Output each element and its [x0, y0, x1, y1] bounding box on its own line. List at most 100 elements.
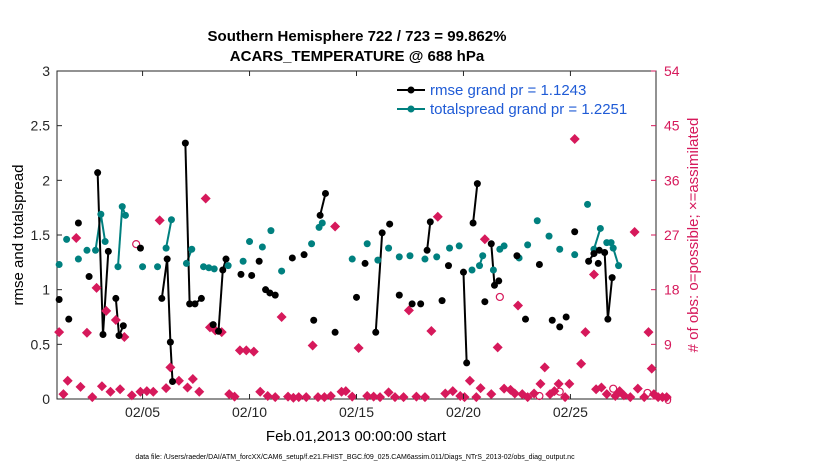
rmse-point [321, 189, 329, 197]
y-right-tick-label: 45 [664, 118, 680, 134]
obs-assimilated-point [182, 382, 193, 393]
rmse-point [487, 240, 495, 248]
spread-point [258, 243, 266, 251]
obs-assimilated-point [661, 392, 672, 403]
spread-point [97, 210, 105, 218]
spread-point [533, 217, 541, 225]
rmse-point [459, 268, 467, 276]
rmse-point [288, 254, 296, 262]
obs-assimilated-point [492, 342, 503, 353]
spread-point [267, 227, 275, 235]
rmse-segment [217, 269, 224, 332]
obs-assimilated-point [569, 134, 580, 145]
rmse-point [417, 300, 425, 308]
rmse-point [255, 257, 263, 265]
y-left-tick-label: 0 [42, 391, 50, 407]
obs-assimilated-point [187, 373, 198, 384]
obs-possible-point [643, 388, 652, 398]
obs-assimilated-point [200, 193, 211, 204]
rmse-segment [184, 143, 191, 304]
spread-point [188, 245, 196, 253]
obs-assimilated-point [330, 221, 341, 232]
spread-point [74, 255, 82, 263]
obs-assimilated-point [248, 346, 259, 357]
rmse-segment [603, 252, 609, 320]
obs-assimilated-point [276, 312, 287, 322]
rmse-point [444, 262, 452, 270]
x-axis: 02/05 02/10 02/15 02/20 02/25 [125, 71, 588, 420]
spread-point [246, 238, 254, 246]
spread-point [455, 242, 463, 250]
spread-point [607, 239, 615, 247]
rmse-point [386, 220, 394, 228]
y-left-tick-label: 1 [42, 282, 50, 298]
y-left-tick-label: 2 [42, 172, 50, 188]
rmse-segment [606, 277, 614, 320]
obs-assimilated-point [601, 389, 612, 400]
rmse-point [594, 259, 602, 267]
obs-assimilated-point [141, 386, 152, 397]
obs-assimilated-point [255, 386, 266, 397]
spread-point [308, 240, 316, 248]
rmse-point [513, 252, 521, 260]
obs-assimilated-point [293, 392, 304, 403]
spread-point [205, 264, 213, 272]
obs-assimilated-point [560, 392, 571, 403]
obs-assimilated-point [148, 386, 159, 397]
obs-assimilated-point [325, 390, 336, 401]
rmse-point [585, 257, 593, 265]
legend: rmse grand pr = 1.1243 totalspread grand… [397, 82, 627, 118]
obs-assimilated-point [262, 390, 273, 401]
rmse-point [310, 316, 318, 324]
obs-assimilated-point [229, 391, 240, 402]
obs-assimilated-point [643, 327, 654, 338]
spread-point [121, 211, 129, 219]
spread-point [182, 259, 190, 267]
spread-point [406, 252, 414, 260]
obs-assimilated-point [194, 386, 205, 397]
spread-point [363, 240, 371, 248]
obs-assimilated-point [58, 389, 69, 400]
obs-assimilated-point [154, 215, 165, 226]
obs-assimilated-point [459, 392, 470, 403]
obs-assimilated-point [522, 392, 533, 403]
rmse-point [353, 293, 360, 301]
y-right-tick-label: 36 [664, 172, 680, 188]
x-tick-label: 02/15 [339, 404, 374, 420]
spread-point [118, 203, 126, 211]
rmse-point [136, 244, 144, 252]
rmse-point [169, 378, 177, 386]
obs-assimilated-point [110, 315, 121, 326]
y-right-tick-label: 27 [664, 227, 680, 243]
rmse-point [219, 266, 227, 274]
obs-assimilated-point [241, 345, 252, 356]
spread-point [239, 257, 247, 265]
obs-assimilated-point [509, 388, 520, 399]
rmse-segment [166, 259, 172, 343]
obs-assimilated-point [105, 386, 116, 397]
rmse-point [463, 359, 471, 367]
obs-assimilated-point [639, 392, 650, 403]
obs-assimilated-point [54, 327, 65, 338]
obs-assimilated-point [319, 392, 330, 403]
spread-segment [165, 219, 173, 249]
rmse-point [197, 294, 205, 302]
obs-assimilated-point [588, 269, 599, 280]
obs-assimilated-point [62, 375, 73, 386]
rmse-point [556, 323, 564, 331]
rmse-point [408, 300, 416, 308]
obs-assimilated-point [87, 392, 98, 403]
spread-point [210, 265, 218, 273]
obs-assimilated-point [340, 386, 351, 397]
obs-assimilated-point [115, 384, 126, 395]
rmse-segment [96, 172, 104, 335]
obs-assimilated-point [390, 392, 401, 403]
spread-point [55, 261, 63, 269]
rmse-point [209, 321, 217, 329]
rmse-point [163, 255, 171, 263]
rmse-point [65, 315, 73, 323]
rmse-point [181, 139, 189, 147]
rmse-point [608, 274, 616, 282]
rmse-point [94, 169, 102, 177]
